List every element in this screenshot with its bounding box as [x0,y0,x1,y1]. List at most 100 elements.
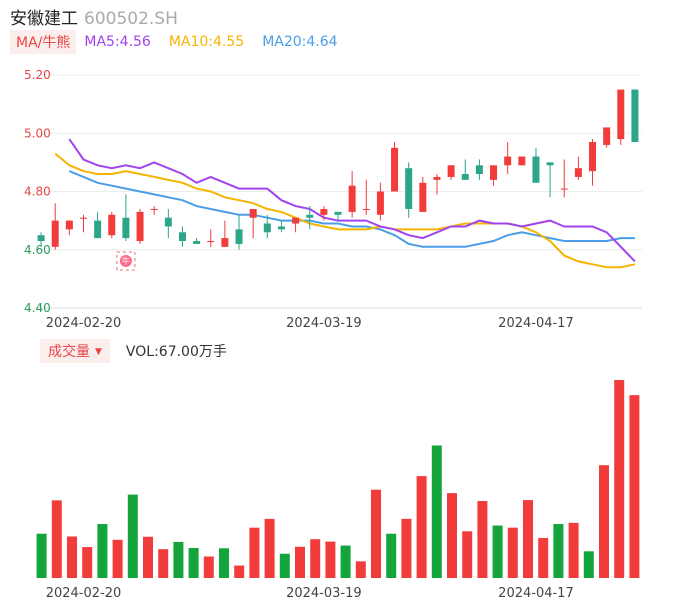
volume-bar [295,546,305,578]
candle-body [362,208,370,210]
candle [518,156,526,166]
volume-bar [97,524,108,578]
candle-body [376,191,384,215]
candle-body [108,214,116,236]
volume-bar [355,561,366,578]
x-tick-label: 2024-02-20 [46,316,122,331]
price-y-axis: 5.20 5.00 4.80 4.60 4.40 [24,68,51,315]
candle [164,208,172,239]
ma10-line [54,152,636,269]
volume-bar [492,525,503,578]
candle [631,89,639,142]
ma-toggle-button[interactable]: MA/牛熊 [10,30,77,54]
volume-toggle-button[interactable]: 成交量 ▼ [40,339,110,363]
bull-badge-frame [116,251,136,271]
candle [235,214,243,250]
volume-bar [203,556,214,578]
y-tick-label: 4.40 [24,301,51,315]
candlestick-series [37,89,639,250]
volume-bar [401,518,412,578]
candle-body [249,208,257,218]
candle [122,194,130,242]
candle-body [207,241,215,243]
candle [292,217,300,233]
volume-bar [477,500,488,578]
x-tick-label: 2024-03-19 [286,586,362,601]
candle [475,159,483,180]
volume-bar [599,465,609,578]
volume-bar [127,494,138,578]
ma5-label: MA5:4.56 [84,34,151,50]
candle-body [574,168,582,177]
x-tick-label: 2024-04-17 [498,316,574,331]
volume-bar [51,500,62,578]
candle-body [51,220,59,247]
candle [546,162,554,198]
candle [249,208,257,239]
candle-body [178,232,186,242]
candle-body [221,238,229,247]
candle [447,165,455,180]
candle [320,206,328,221]
candle-body [150,208,158,210]
candle-body [334,211,342,215]
candle-body [461,174,469,180]
volume-bar [173,541,184,578]
candle-body [79,217,87,219]
candle-body [193,241,201,244]
candle-body [65,220,73,230]
volume-bars [36,380,640,578]
ma20-label: MA20:4.64 [262,34,338,50]
candle [306,206,314,230]
volume-bar [523,500,533,578]
bull-badge: 牛 [116,251,136,271]
candle [108,211,116,239]
candle [433,174,441,195]
volume-bar [249,527,260,578]
volume-bar [112,539,123,578]
candle [405,162,413,218]
volume-toggle-label: 成交量 [48,344,90,360]
candle [221,220,229,247]
volume-bar [143,536,153,578]
volume-bar [553,524,564,578]
candle [136,208,144,244]
volume-x-axis: 2024-02-20 2024-03-19 2024-04-17 [46,586,574,601]
candle [461,159,469,180]
ma5-line [68,138,636,263]
ma-legend: MA/牛熊 MA5:4.56 MA10:4.55 MA20:4.64 [10,30,356,54]
volume-bar [538,537,549,578]
candle [617,89,625,145]
volume-legend: 成交量 ▼ VOL:67.00万手 [40,339,227,363]
volume-bar [583,551,594,578]
volume-bar [431,445,442,578]
stock-title: 安徽建工 600502.SH [10,4,178,29]
bull-icon [119,255,132,268]
x-tick-label: 2024-02-20 [46,586,122,601]
volume-bar [462,531,473,578]
candle [277,220,285,233]
candle-body [490,165,498,180]
candle [490,165,498,186]
candle-body [136,211,144,242]
candle-body [419,182,427,212]
y-tick-label: 5.20 [24,68,51,82]
candle-body [320,208,328,215]
stock-name: 安徽建工 [10,9,78,29]
candle [207,229,215,247]
volume-bar [507,527,518,578]
candle-body [94,220,102,239]
candle-body [306,214,314,218]
candle [178,226,186,247]
volume-bar [310,539,321,578]
volume-bar [234,565,245,578]
candle-body [122,217,130,239]
volume-bar [614,380,625,578]
volume-bar [219,548,229,578]
candle-body [164,217,172,227]
volume-bar [371,489,381,578]
y-tick-label: 5.00 [24,126,51,140]
candle-body [433,176,441,180]
volume-bar [629,395,640,578]
y-tick-label: 4.60 [24,243,51,257]
